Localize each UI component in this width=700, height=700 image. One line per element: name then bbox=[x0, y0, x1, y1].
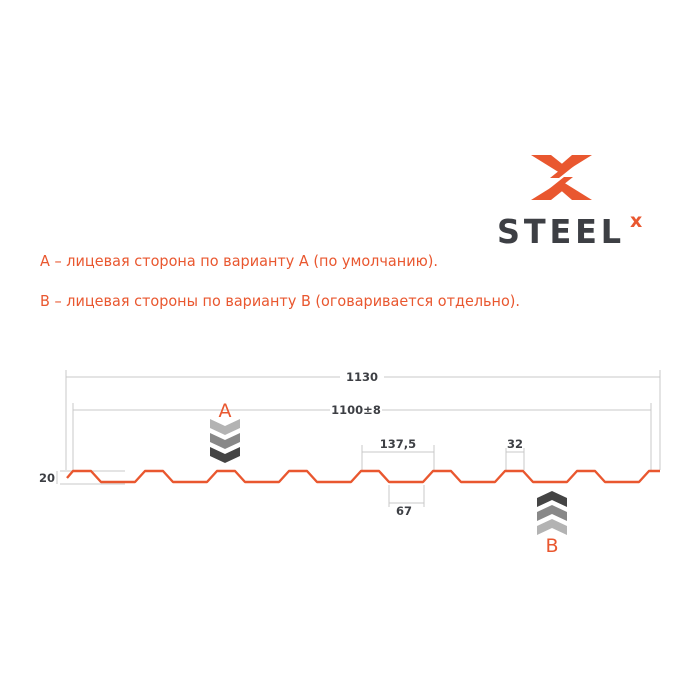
chevron-3 bbox=[537, 491, 567, 507]
side-b-arrow-icon bbox=[537, 491, 567, 535]
steelx-logo: STEEL x bbox=[497, 155, 642, 251]
logo-x-mark bbox=[531, 155, 592, 200]
dim-label-67: 67 bbox=[396, 504, 412, 518]
note-side-b: B – лицевая стороны по варианту B (огова… bbox=[40, 292, 520, 310]
side-a-arrow-icon bbox=[210, 419, 240, 463]
logo-superscript: x bbox=[630, 210, 642, 232]
chevron-1 bbox=[537, 519, 567, 535]
chevron-2 bbox=[537, 505, 567, 521]
chevron-3 bbox=[210, 447, 240, 463]
chevron-1 bbox=[210, 419, 240, 435]
side-b-label: B bbox=[545, 535, 558, 557]
dimension-top-width: 32 bbox=[505, 437, 525, 470]
chevron-2 bbox=[210, 433, 240, 449]
dimension-height: 20 bbox=[39, 470, 125, 485]
dim-label-20: 20 bbox=[39, 471, 55, 485]
dimension-total-width: 1130 bbox=[65, 370, 661, 470]
dimension-pitch: 137,5 bbox=[361, 437, 435, 470]
logo-text: STEEL bbox=[497, 212, 625, 251]
dim-label-137-5: 137,5 bbox=[380, 437, 416, 451]
side-a-label: A bbox=[219, 400, 232, 422]
trapezoid-profile-line bbox=[66, 469, 660, 484]
dim-label-1130: 1130 bbox=[346, 370, 378, 384]
dim-label-32: 32 bbox=[507, 437, 523, 451]
dimension-useful-width: 1100±8 bbox=[72, 403, 652, 470]
note-side-a: A – лицевая сторона по варианту A (по ум… bbox=[40, 252, 438, 270]
dim-label-1100: 1100±8 bbox=[331, 403, 381, 417]
dimension-bottom-width: 67 bbox=[388, 485, 425, 518]
